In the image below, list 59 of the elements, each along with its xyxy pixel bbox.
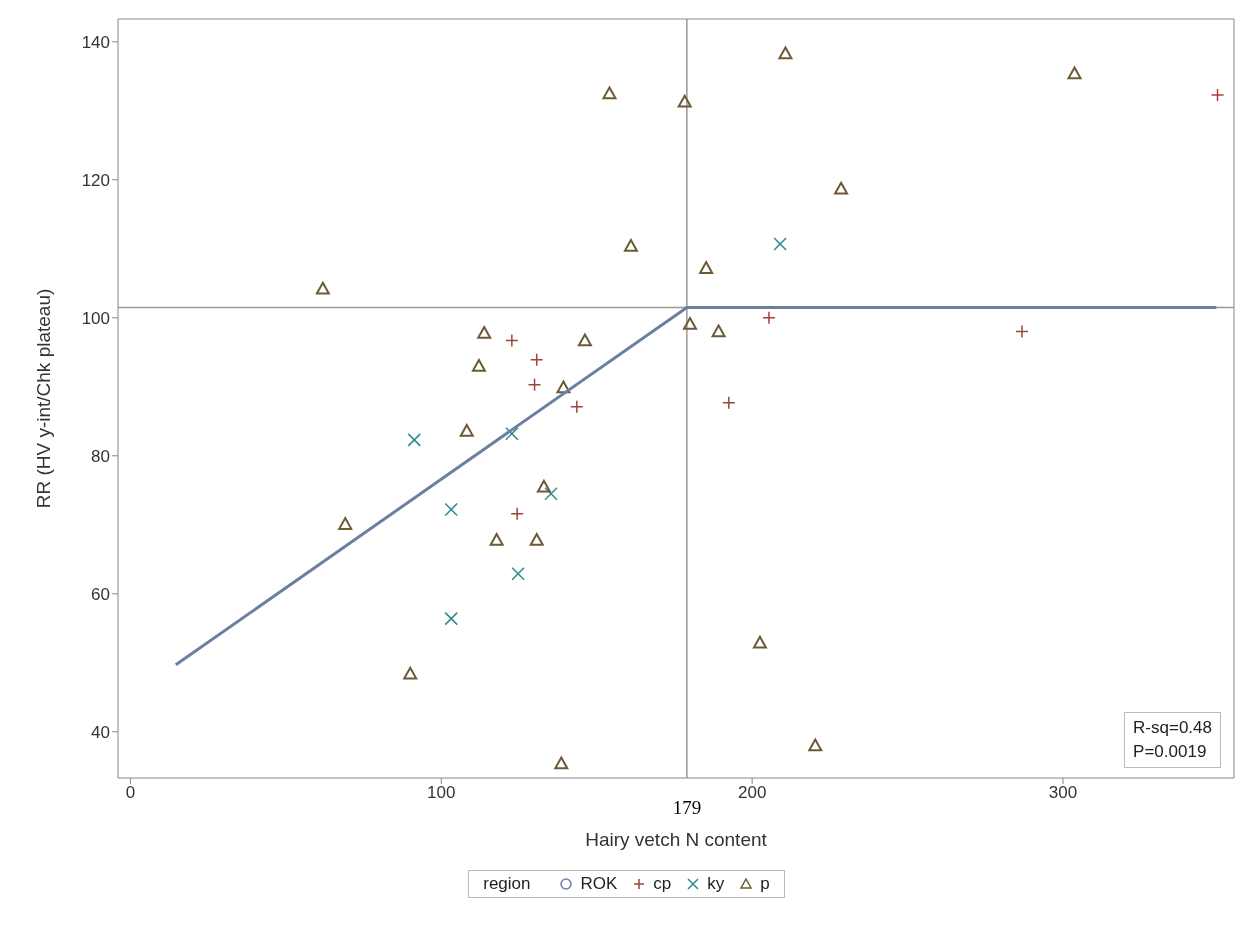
point xyxy=(602,86,617,100)
point xyxy=(444,502,458,517)
point xyxy=(834,181,849,195)
point xyxy=(315,281,330,295)
point xyxy=(778,46,793,60)
legend-title: region xyxy=(483,874,531,894)
point xyxy=(677,94,692,108)
y-tick-label: 40 xyxy=(91,722,110,742)
point xyxy=(511,567,525,581)
legend-label: ky xyxy=(707,874,725,894)
point xyxy=(505,426,519,441)
point xyxy=(1015,324,1029,339)
point xyxy=(556,380,571,394)
point xyxy=(403,666,418,680)
point xyxy=(544,486,558,501)
point xyxy=(570,400,584,414)
point xyxy=(699,261,714,274)
x-tick-label: 100 xyxy=(427,783,456,803)
point xyxy=(773,237,787,251)
point xyxy=(489,532,504,546)
point xyxy=(1210,88,1225,102)
x-tick-label: 200 xyxy=(737,783,767,803)
point xyxy=(505,333,519,348)
point xyxy=(471,359,486,372)
point xyxy=(554,756,569,770)
y-axis-title: RR (HV y-int/Chk plateau) xyxy=(32,288,54,509)
point xyxy=(1067,66,1082,80)
x-tick-label: 300 xyxy=(1048,783,1078,803)
legend-label: p xyxy=(760,874,770,894)
y-tick-label: 140 xyxy=(81,32,110,52)
point xyxy=(762,311,776,325)
point xyxy=(338,517,353,530)
annotation: P=0.0019 xyxy=(1133,741,1208,763)
point xyxy=(808,738,823,752)
y-tick-label: 60 xyxy=(91,584,110,604)
annotation: R-sq=0.48 xyxy=(1133,717,1212,739)
x-axis-title: Hairy vetch N content xyxy=(585,829,768,850)
point xyxy=(529,532,544,546)
point xyxy=(444,611,458,626)
legend-label: ROK xyxy=(580,874,618,894)
x-tick-label: 0 xyxy=(125,783,136,803)
point xyxy=(711,324,726,338)
point xyxy=(459,423,474,437)
y-tick-label: 80 xyxy=(91,446,110,466)
point xyxy=(527,377,542,392)
point xyxy=(477,325,492,339)
point xyxy=(752,635,767,649)
y-tick-label: 120 xyxy=(81,170,110,190)
point xyxy=(722,395,736,410)
point xyxy=(577,333,592,347)
point xyxy=(536,479,551,493)
point xyxy=(407,433,421,447)
point xyxy=(623,239,638,252)
ref-line-label: 179 xyxy=(672,797,702,818)
legend-label: cp xyxy=(653,874,672,894)
y-tick-label: 100 xyxy=(81,308,110,328)
point xyxy=(682,316,697,330)
point xyxy=(510,506,524,521)
point xyxy=(529,353,544,367)
